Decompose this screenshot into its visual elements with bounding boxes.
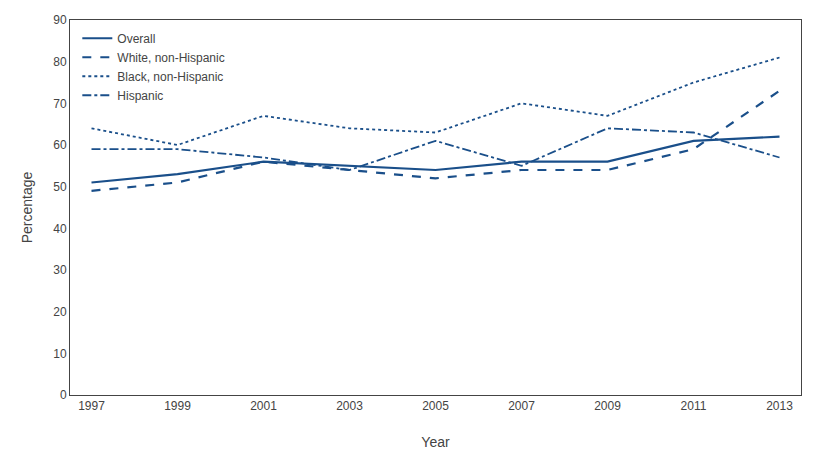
svg-text:10: 10 <box>53 347 67 361</box>
svg-text:60: 60 <box>53 138 67 152</box>
svg-text:2009: 2009 <box>594 399 621 413</box>
svg-text:2007: 2007 <box>508 399 535 413</box>
svg-text:Percentage: Percentage <box>19 171 35 243</box>
svg-text:2013: 2013 <box>766 399 793 413</box>
svg-text:30: 30 <box>53 263 67 277</box>
svg-text:Hispanic: Hispanic <box>117 89 163 103</box>
svg-text:2001: 2001 <box>250 399 277 413</box>
svg-text:2003: 2003 <box>336 399 363 413</box>
svg-text:50: 50 <box>53 180 67 194</box>
svg-text:40: 40 <box>53 222 67 236</box>
svg-text:2005: 2005 <box>422 399 449 413</box>
svg-text:80: 80 <box>53 55 67 69</box>
svg-text:Overall: Overall <box>117 32 155 46</box>
svg-text:Black, non-Hispanic: Black, non-Hispanic <box>117 70 223 84</box>
svg-text:70: 70 <box>53 97 67 111</box>
svg-text:1997: 1997 <box>78 399 105 413</box>
svg-text:20: 20 <box>53 305 67 319</box>
svg-text:1999: 1999 <box>164 399 191 413</box>
svg-text:0: 0 <box>60 388 67 402</box>
svg-text:White, non-Hispanic: White, non-Hispanic <box>117 51 224 65</box>
svg-text:Year: Year <box>421 434 450 450</box>
svg-text:2011: 2011 <box>681 399 707 413</box>
svg-text:90: 90 <box>53 13 67 27</box>
